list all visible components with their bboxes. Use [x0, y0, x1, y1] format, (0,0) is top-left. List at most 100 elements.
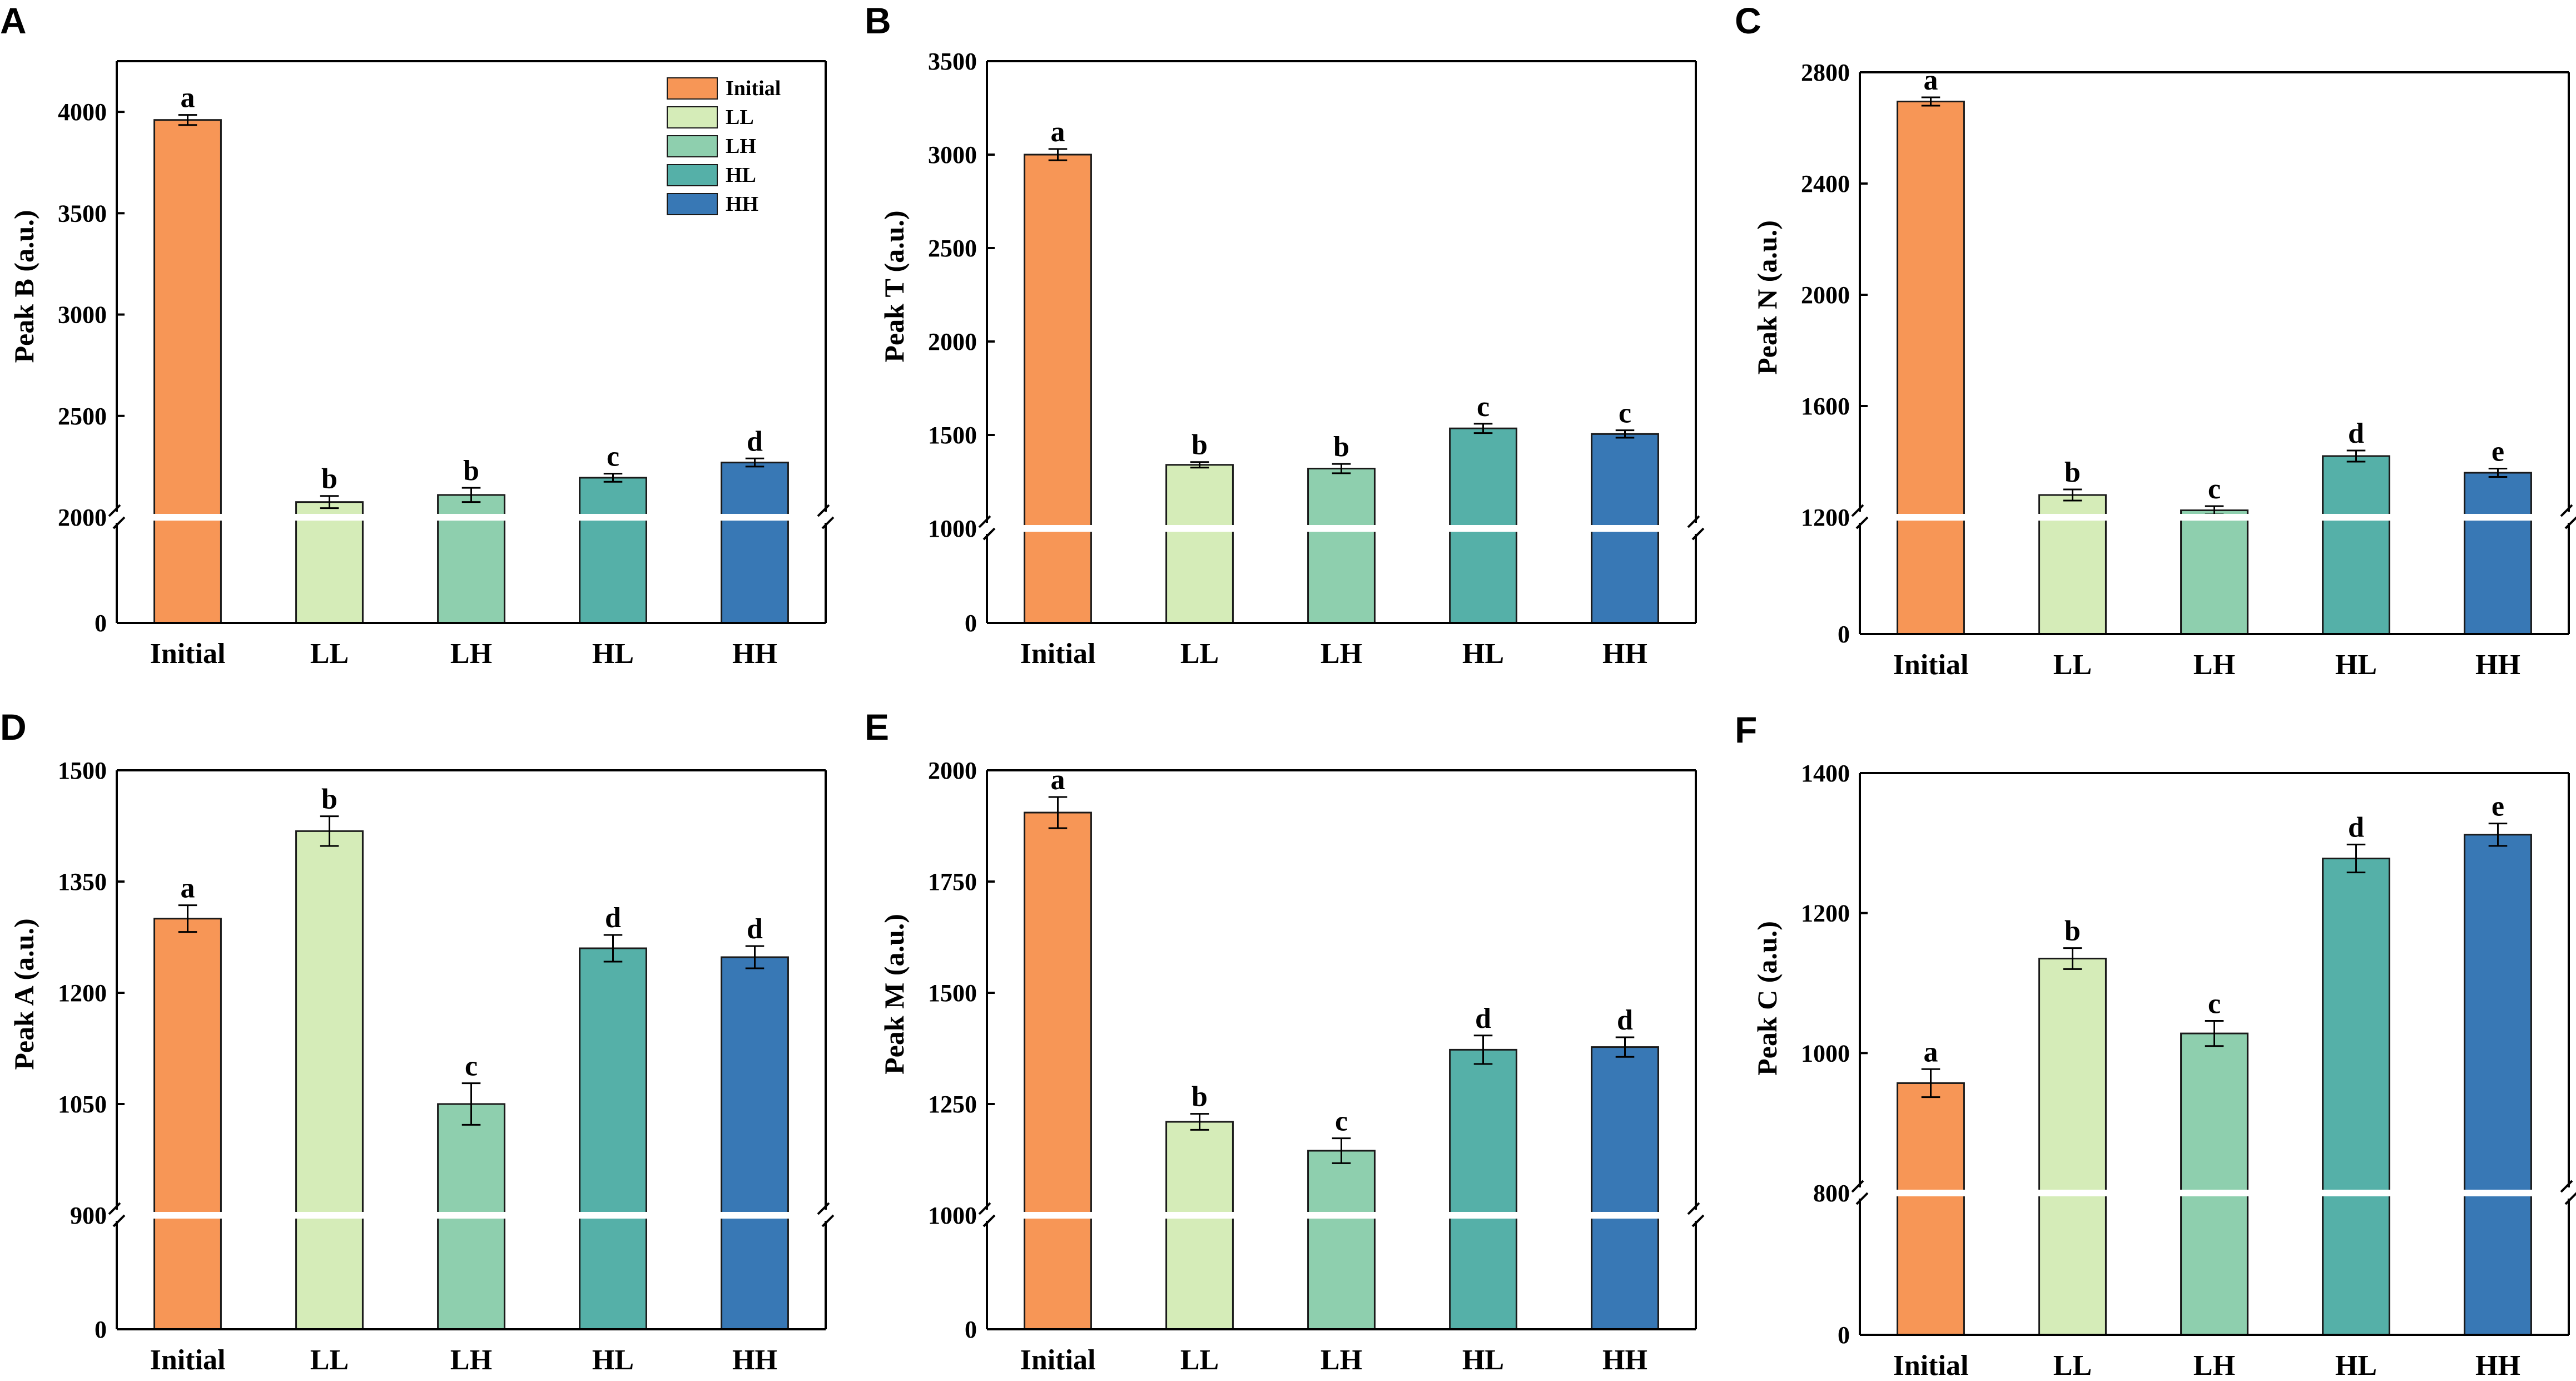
y-tick-label: 0: [1838, 621, 1850, 648]
bar-HL: [1449, 1048, 1517, 1330]
axis-break-mark: [978, 1202, 996, 1227]
x-tick-label: LH: [1321, 1344, 1362, 1376]
y-tick-label: 2000: [1801, 281, 1850, 309]
y-tick-label: 1050: [58, 1091, 107, 1118]
error-bar-Initial: [1048, 148, 1068, 161]
significance-letter: c: [2208, 473, 2221, 505]
error-bar-HH: [2488, 823, 2508, 847]
x-tick-label: HH: [732, 1344, 777, 1376]
significance-letter: a: [1051, 116, 1065, 148]
y-tick-label: 3500: [928, 48, 977, 75]
panel-label: F: [1735, 709, 1757, 750]
error-bar-LL: [320, 495, 339, 509]
x-tick-label: Initial: [1020, 638, 1096, 670]
legend-entry: Initial: [726, 77, 781, 100]
y-tick-label: 2800: [1801, 59, 1850, 86]
significance-letter: c: [607, 441, 619, 473]
legend: Initial LL LH HL HH: [667, 77, 781, 216]
bar-HH: [1591, 1046, 1659, 1330]
y-tick-label: 3000: [928, 141, 977, 169]
error-bar-Initial: [178, 904, 197, 933]
axis-break-mark: [1851, 1180, 1869, 1205]
legend-entry: HL: [726, 164, 756, 187]
significance-letter: c: [2208, 988, 2221, 1019]
significance-letter: b: [321, 463, 337, 495]
y-tick-label: 1000: [928, 1202, 977, 1229]
y-tick-label: 0: [1838, 1321, 1850, 1349]
x-tick-label: LH: [2193, 649, 2235, 681]
significance-letter: e: [2491, 436, 2504, 468]
x-tick-label: LH: [1321, 638, 1362, 670]
y-tick-label: 2000: [58, 504, 107, 531]
y-tick-label: 1500: [58, 757, 107, 784]
significance-letter: c: [1477, 391, 1490, 423]
error-bar-HH: [1615, 429, 1635, 439]
y-tick-label: 900: [70, 1202, 107, 1229]
x-tick-label: LH: [450, 638, 492, 670]
y-tick-label: 1000: [928, 515, 977, 542]
error-bar-LH: [1332, 463, 1351, 474]
x-tick-label: LL: [310, 638, 349, 670]
panel-D: Da Initial b LL c LH d HL d HH 0 900 1050 1200 1350 150…: [0, 706, 835, 1376]
x-tick-label: HL: [1462, 1344, 1504, 1376]
significance-letter: d: [1617, 1004, 1633, 1036]
x-tick-label: HL: [592, 638, 634, 670]
axis-break-mark: [108, 504, 126, 529]
error-bar-LH: [461, 1082, 481, 1126]
y-tick-label: 2400: [1801, 170, 1850, 197]
axis-frame: [1859, 71, 2570, 635]
axis-break-gap: [987, 525, 1696, 532]
error-bar-LL: [2063, 947, 2082, 970]
y-tick-label: 0: [95, 1316, 107, 1343]
bar-HL: [2322, 455, 2390, 635]
x-tick-label: Initial: [150, 1344, 226, 1376]
error-bar-Initial: [178, 114, 197, 126]
panel-label: A: [0, 0, 27, 41]
axis-frame: [116, 60, 827, 624]
x-tick-label: HL: [1462, 638, 1504, 670]
y-tick-label: 3000: [58, 301, 107, 329]
bar-LL: [295, 501, 364, 624]
bar-LL: [1165, 1121, 1234, 1330]
x-tick-label: LL: [310, 1344, 349, 1376]
bar-HH: [2464, 834, 2532, 1336]
x-tick-label: Initial: [1893, 649, 1969, 681]
axis-break-mark: [817, 1202, 835, 1227]
significance-letter: d: [2348, 418, 2364, 449]
x-tick-label: LL: [2053, 1350, 2092, 1381]
axis-break-mark: [817, 504, 835, 529]
axis-break-gap: [117, 514, 826, 521]
y-tick-label: 1750: [928, 868, 977, 895]
y-tick-label: 1600: [1801, 393, 1850, 420]
panel-label: E: [865, 706, 889, 748]
axis-break-gap: [987, 1212, 1696, 1219]
error-bar-Initial: [1921, 96, 1940, 107]
panel-B: Ba Initial b LL b LH c HL c HH 0 1000 1500 2000 2500 30…: [865, 0, 1705, 670]
significance-letter: c: [1335, 1106, 1348, 1137]
y-tick-label: 1000: [1801, 1040, 1850, 1067]
y-tick-label: 1350: [58, 868, 107, 895]
panel-F: Fa Initial b LL c LH d HL e HH 0 800 1000 1200 1400 Pea…: [1735, 709, 2576, 1381]
bar-HH: [721, 956, 789, 1330]
error-bar-LL: [1190, 461, 1209, 469]
x-tick-label: LL: [2053, 649, 2092, 681]
bar-LL: [295, 830, 364, 1330]
significance-letter: b: [463, 455, 479, 487]
error-bar-HL: [603, 934, 623, 963]
error-bar-HH: [2488, 468, 2508, 478]
axis-break-mark: [108, 1202, 126, 1227]
panel-label: C: [1735, 0, 1761, 41]
y-tick-label: 0: [965, 610, 977, 637]
y-tick-label: 1200: [58, 979, 107, 1007]
bar-Initial: [1897, 101, 1965, 635]
y-tick-label: 0: [965, 1316, 977, 1343]
bar-LH: [2180, 509, 2249, 635]
bar-Initial: [153, 918, 222, 1330]
error-bar-HH: [745, 945, 765, 969]
significance-letter: b: [1333, 431, 1349, 463]
axis-frame: [1859, 772, 2570, 1336]
y-axis-label: Peak T (a.u.): [878, 210, 910, 362]
error-bar-LH: [1332, 1137, 1351, 1164]
x-tick-label: HL: [2335, 649, 2377, 681]
